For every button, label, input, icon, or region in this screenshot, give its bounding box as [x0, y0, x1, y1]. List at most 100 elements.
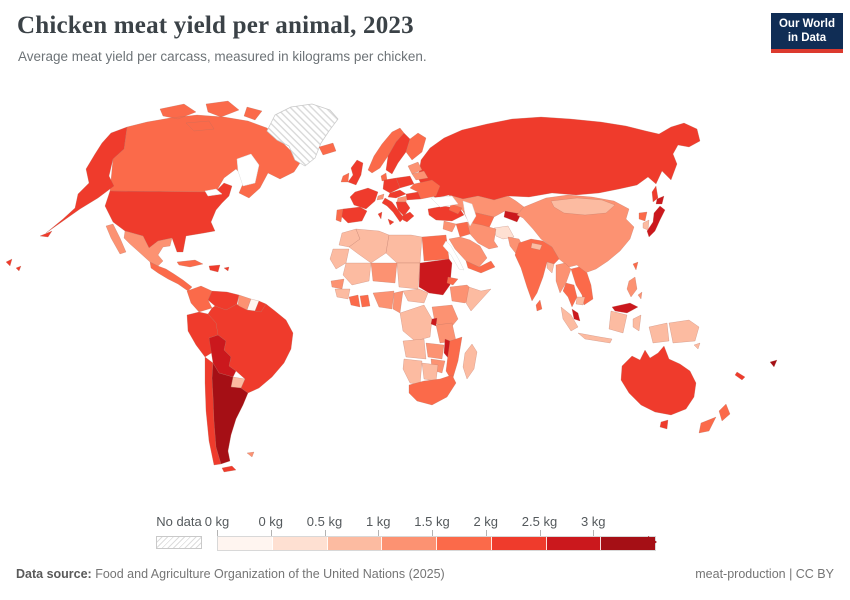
country-malaysia[interactable] — [571, 302, 639, 322]
country-thailand[interactable] — [562, 282, 578, 308]
country-cambodia[interactable] — [575, 296, 586, 306]
country-botswana[interactable] — [421, 362, 439, 382]
country-taiwan[interactable] — [632, 261, 639, 271]
country-bolivia[interactable] — [208, 334, 237, 378]
country-colombia[interactable] — [186, 285, 213, 313]
country-usa[interactable] — [5, 126, 233, 272]
legend-bin-1-1.5kg[interactable] — [382, 537, 437, 550]
country-chad[interactable] — [396, 262, 421, 290]
country-iraq[interactable] — [455, 221, 471, 238]
country-balkans[interactable] — [395, 201, 411, 217]
great-lakes — [204, 188, 223, 197]
country-belarus[interactable] — [411, 170, 429, 181]
country-japan[interactable] — [646, 195, 666, 238]
legend-tick-label-3: 1 kg — [365, 514, 391, 529]
country-iceland[interactable] — [318, 142, 337, 156]
legend-tick-2 — [324, 530, 326, 536]
country-indonesia[interactable] — [560, 306, 670, 344]
attribution-link[interactable]: meat-production | CC BY — [695, 567, 834, 581]
country-srilanka[interactable] — [535, 299, 543, 312]
country-france[interactable] — [349, 187, 379, 210]
country-mexico[interactable] — [105, 223, 173, 267]
country-fiji[interactable] — [769, 359, 778, 368]
country-syria[interactable] — [442, 220, 457, 233]
owid-logo[interactable]: Our World in Data — [770, 13, 843, 53]
country-newcaledonia[interactable] — [734, 371, 746, 381]
country-italy[interactable] — [377, 197, 405, 226]
country-vietnamlaos[interactable] — [570, 266, 594, 306]
country-niger[interactable] — [370, 262, 398, 284]
country-namibia[interactable] — [402, 358, 423, 386]
country-bangladesh[interactable] — [546, 261, 555, 274]
country-drc[interactable] — [399, 304, 433, 342]
country-spain[interactable] — [340, 206, 368, 224]
country-libya[interactable] — [385, 234, 423, 264]
country-yemenoman[interactable] — [465, 260, 496, 274]
country-australia[interactable] — [620, 345, 697, 430]
country-afghanistan[interactable] — [493, 225, 515, 240]
country-ireland[interactable] — [340, 172, 350, 183]
country-argentina[interactable] — [211, 362, 249, 465]
country-ivorycoast[interactable] — [348, 294, 361, 308]
country-baltics[interactable] — [407, 161, 423, 175]
country-czechaustria[interactable] — [387, 189, 407, 199]
country-eritrea[interactable] — [446, 276, 459, 286]
country-hispaniola[interactable] — [208, 264, 230, 273]
country-switzerland[interactable] — [376, 193, 385, 201]
legend-no-data-label: No data — [156, 514, 202, 529]
country-germany[interactable] — [382, 177, 401, 194]
country-greenland[interactable] — [266, 103, 339, 167]
red-sea — [442, 240, 465, 271]
legend-bin-0.5-1kg[interactable] — [327, 537, 383, 550]
country-falklands[interactable] — [246, 451, 255, 458]
country-philippines[interactable] — [626, 276, 643, 300]
hudson-bay — [236, 153, 260, 187]
country-southkorea[interactable] — [642, 219, 650, 231]
country-china[interactable] — [516, 194, 635, 274]
country-nigeria[interactable] — [372, 290, 395, 310]
legend-tick-0 — [217, 530, 218, 536]
countries-layer — [5, 100, 778, 473]
country-angola[interactable] — [402, 338, 427, 360]
legend-bin-2-2.5kg[interactable] — [491, 537, 547, 550]
legend-tick-label-5: 2 kg — [473, 514, 499, 529]
country-portugal[interactable] — [335, 208, 344, 223]
country-saudiarabia[interactable] — [448, 236, 488, 268]
country-nepal[interactable] — [530, 242, 543, 251]
country-somalia[interactable] — [465, 286, 492, 312]
country-mauritania[interactable] — [329, 248, 350, 270]
country-senegal[interactable] — [330, 278, 345, 290]
country-caucasus[interactable] — [448, 203, 463, 215]
country-mali[interactable] — [342, 262, 372, 286]
country-sudan[interactable] — [418, 258, 453, 296]
country-papuanewguinea[interactable] — [668, 319, 701, 350]
legend-bin-1.5-2kg[interactable] — [437, 537, 492, 550]
country-canada[interactable] — [109, 100, 303, 199]
country-greece[interactable] — [401, 211, 415, 223]
country-ghana[interactable] — [359, 294, 371, 308]
country-guinea[interactable] — [334, 288, 351, 300]
country-tajikkyrgyz[interactable] — [503, 210, 522, 223]
country-mongolia[interactable] — [550, 197, 616, 216]
country-madagascar[interactable] — [462, 343, 478, 380]
country-zambia[interactable] — [425, 342, 445, 360]
country-centralafrica[interactable] — [402, 288, 429, 304]
country-northkorea[interactable] — [638, 211, 648, 222]
country-cuba[interactable] — [176, 259, 204, 268]
country-iran[interactable] — [466, 221, 499, 250]
world-choropleth-map — [5, 100, 778, 473]
country-cameroon[interactable] — [392, 290, 404, 314]
country-uk[interactable] — [347, 159, 364, 186]
country-finland[interactable] — [405, 132, 427, 161]
country-ukraine[interactable] — [409, 179, 441, 200]
country-centralamerica[interactable] — [149, 261, 193, 292]
legend-bin-2.5-3kg[interactable] — [546, 537, 602, 550]
country-southafrica[interactable] — [408, 374, 457, 406]
country-india[interactable] — [514, 238, 560, 302]
legend-bin-0-0.5kg[interactable] — [272, 537, 328, 550]
legend-no-data-swatch[interactable] — [156, 536, 202, 549]
country-newzealand[interactable] — [698, 403, 731, 434]
legend-bin-3+kg[interactable] — [601, 537, 655, 550]
country-russia[interactable] — [417, 116, 701, 203]
legend-bin-0kg[interactable] — [218, 537, 273, 550]
